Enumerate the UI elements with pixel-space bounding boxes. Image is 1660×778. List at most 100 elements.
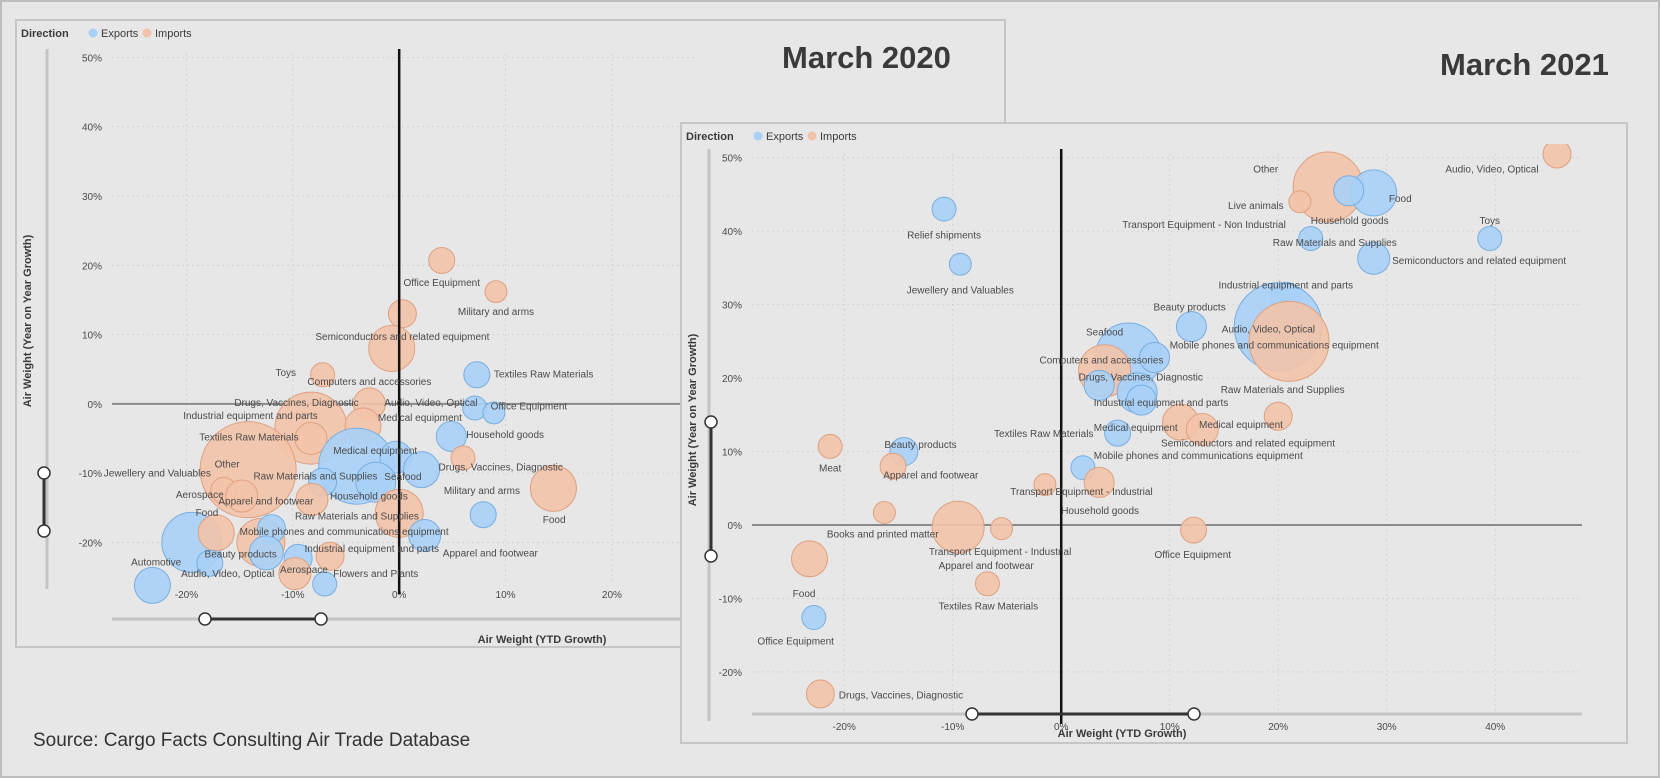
bubble-exports[interactable] (1298, 225, 1324, 251)
bubble-exports[interactable] (1333, 175, 1365, 207)
y-range-handle-top[interactable] (704, 415, 718, 429)
bubble-label: Industrial equipment and parts (305, 544, 440, 555)
y-tick-label: 30% (722, 301, 742, 312)
bubble-imports[interactable] (1248, 300, 1330, 382)
bubble-imports[interactable] (278, 557, 312, 591)
bubble-imports[interactable] (931, 500, 985, 554)
bubble-exports[interactable] (1126, 384, 1158, 416)
x-tick-label: -10% (281, 590, 304, 601)
y-tick-label: 50% (722, 154, 742, 165)
bubble-imports[interactable] (1180, 516, 1208, 544)
bubble-exports[interactable] (1139, 341, 1171, 373)
legend-swatch-exports (753, 131, 763, 141)
bubble-exports[interactable] (196, 549, 224, 577)
bubble-imports[interactable] (805, 679, 835, 709)
legend-label-imports: Imports (155, 28, 192, 40)
bubble-label: Toys (275, 368, 296, 379)
bubble-imports[interactable] (484, 280, 508, 304)
bubble-label: Semiconductors and related equipment (315, 332, 489, 343)
bubble-imports[interactable] (1185, 412, 1219, 446)
bubble-exports[interactable] (435, 420, 467, 452)
bubble-label: Audio, Video, Optical (181, 569, 274, 580)
legend-label-exports: Exports (101, 28, 139, 40)
scatter-chart-march-2021[interactable]: Direction Exports Imports -20% -10% 0% 10% 20% 3… (682, 124, 1626, 742)
bubble-label: Textiles Raw Materials (994, 429, 1093, 440)
bubble-label: Apparel and footwear (443, 548, 539, 559)
bubble-exports[interactable] (482, 401, 506, 425)
bubble-label: Medical equipment (378, 413, 462, 424)
chart-title-march-2021: March 2021 (1440, 47, 1609, 82)
bubble-label: Relief shipments (907, 230, 981, 241)
bubble-label: Semiconductors and related equipment (1392, 256, 1566, 267)
bubble-label: Audio, Video, Optical (1222, 325, 1315, 336)
bubble-imports[interactable] (197, 514, 235, 552)
x-tick-label: 40% (1485, 722, 1505, 733)
bubble-exports[interactable] (463, 361, 491, 389)
y-tick-label: 0% (88, 400, 103, 411)
bubble-exports[interactable] (248, 535, 284, 571)
bubble-imports[interactable] (879, 452, 907, 480)
bubble-label: Raw Materials and Supplies (1221, 385, 1345, 396)
bubble-imports[interactable] (428, 246, 456, 274)
y-tick-label: 10% (82, 331, 102, 342)
x-range-handle-right[interactable] (1187, 707, 1201, 721)
bubble-imports[interactable] (450, 445, 476, 471)
x-range-handle-right[interactable] (314, 612, 328, 626)
bubble-exports[interactable] (1357, 241, 1391, 275)
y-range-handle-bottom[interactable] (704, 549, 718, 563)
bubble-exports[interactable] (1175, 311, 1207, 343)
bubble-label: Transport Equipment - Non Industrial (1122, 220, 1286, 231)
y-range-handle-bottom[interactable] (37, 524, 51, 538)
bubble-label: Audio, Video, Optical (1445, 164, 1538, 175)
bubble-imports[interactable] (1083, 466, 1115, 498)
bubble-imports[interactable] (310, 362, 336, 388)
bubble-imports[interactable] (294, 422, 328, 456)
bubble-exports[interactable] (469, 501, 497, 529)
y-range-handle-top[interactable] (37, 466, 51, 480)
bubble-imports[interactable] (1033, 473, 1057, 497)
bubble-imports[interactable] (817, 433, 843, 459)
bubble-label: Office Equipment (403, 278, 480, 289)
bubble-imports[interactable] (1288, 190, 1312, 214)
y-tick-label: 50% (82, 53, 102, 64)
x-tick-label: 20% (1268, 722, 1288, 733)
bubble-exports[interactable] (408, 519, 442, 553)
bubble-exports[interactable] (355, 461, 397, 503)
bubble-exports[interactable] (1083, 369, 1115, 401)
bubble-label: Jewellery and Valuables (104, 469, 211, 480)
bubble-imports[interactable] (315, 541, 345, 571)
bubble-label: Military and arms (444, 486, 520, 497)
x-range-handle-left[interactable] (198, 612, 212, 626)
bubble-imports[interactable] (1263, 401, 1293, 431)
bubble-imports[interactable] (368, 324, 416, 372)
bubble-label: Apparel and footwear (883, 471, 979, 482)
y-tick-label: -10% (79, 469, 102, 480)
bubble-label: Mobile phones and communications equipme… (1170, 341, 1379, 352)
bubble-imports[interactable] (990, 517, 1014, 541)
bubble-exports[interactable] (312, 571, 338, 597)
bubble-label: Household goods (330, 491, 408, 502)
bubble-label: Household goods (1311, 216, 1389, 227)
bubble-imports[interactable] (225, 479, 259, 513)
bubble-exports[interactable] (403, 451, 441, 489)
bubble-exports[interactable] (948, 252, 972, 276)
bubble-imports[interactable] (974, 571, 1000, 597)
bubble-label: Mobile phones and communications equipme… (1094, 451, 1303, 462)
bubble-exports[interactable] (1477, 225, 1503, 251)
x-tick-label: -10% (941, 722, 964, 733)
bubble-imports[interactable] (295, 482, 329, 516)
bubble-exports[interactable] (133, 566, 171, 604)
bubble-exports[interactable] (931, 196, 957, 222)
x-range-handle-left[interactable] (965, 707, 979, 721)
bubble-exports[interactable] (801, 605, 827, 631)
scatter-chart-march-2020[interactable]: Direction Exports Imports -20% -10% 0% 10% 20% 3… (17, 21, 1004, 646)
bubble-imports[interactable] (387, 299, 417, 329)
bubble-label: Beauty products (205, 550, 277, 561)
y-tick-label: 10% (722, 448, 742, 459)
bubble-imports[interactable] (872, 501, 896, 525)
y-tick-label: 20% (82, 261, 102, 272)
bubble-imports[interactable] (529, 464, 577, 512)
bubble-imports[interactable] (791, 540, 829, 578)
bubble-exports[interactable] (1104, 419, 1132, 447)
bubble-imports[interactable] (1542, 140, 1572, 169)
